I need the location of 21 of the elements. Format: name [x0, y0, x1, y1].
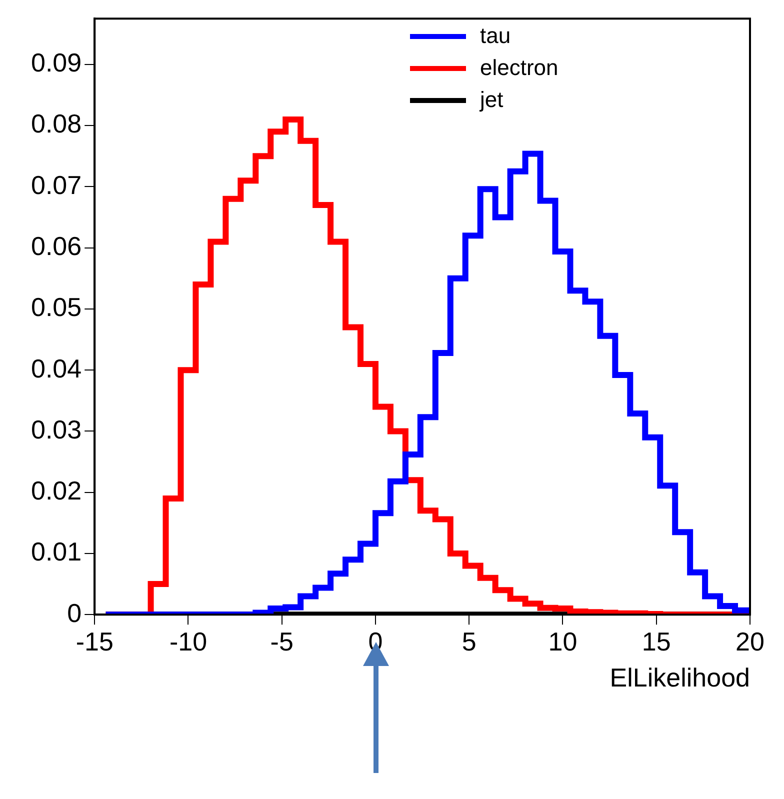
- y-tick-label: 0.01: [30, 536, 82, 567]
- legend-label: tau: [480, 23, 511, 49]
- y-tick-label: 0.02: [30, 476, 82, 506]
- x-tick-label: 5: [462, 626, 476, 656]
- y-tick-label: 0.08: [30, 108, 82, 139]
- x-tick-label: -10: [169, 626, 208, 656]
- x-tick-label: 20: [736, 626, 764, 656]
- y-tick-label: 0: [67, 598, 82, 628]
- x-tick-label: -5: [270, 626, 294, 656]
- y-tick-label: 0.06: [30, 231, 82, 262]
- y-tick-label: 0.07: [30, 170, 82, 200]
- x-tick-label: -15: [76, 626, 114, 656]
- x-axis-title: ElLikelihood: [610, 662, 750, 693]
- x-tick-label: 15: [642, 626, 671, 656]
- x-tick-label: 10: [548, 626, 578, 656]
- y-tick-label: 0.04: [30, 353, 82, 384]
- y-tick-label: 0.03: [30, 414, 82, 444]
- legend-label: jet: [480, 87, 504, 113]
- y-tick-label: 0.05: [30, 292, 82, 322]
- y-tick-label: 0.09: [30, 48, 82, 78]
- legend-label: electron: [480, 55, 558, 81]
